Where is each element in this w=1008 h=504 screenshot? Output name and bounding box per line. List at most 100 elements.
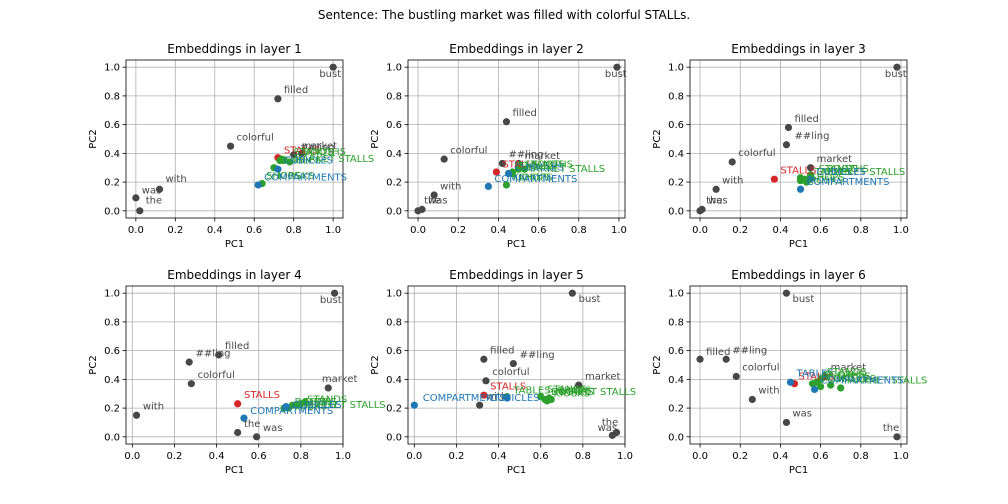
scatter-point (136, 207, 144, 215)
point-label: with (440, 181, 461, 192)
point-label: BOOTHS (304, 147, 346, 158)
y-tick-label: 0.2 (386, 404, 402, 415)
y-tick-label: 0.6 (386, 120, 402, 131)
point-label: market (817, 154, 853, 165)
x-axis-label: PC1 (789, 239, 808, 250)
scatter-point (240, 414, 248, 422)
x-tick-label: 0.6 (813, 451, 829, 462)
scatter-point (274, 95, 282, 103)
x-tick-label: 0.6 (813, 225, 829, 236)
point-label: filled (512, 108, 536, 119)
point-label: COMPARTMENTS (250, 406, 333, 417)
scatter-point (810, 385, 819, 394)
x-axis-label: PC1 (789, 465, 808, 476)
scatter-point (480, 391, 488, 399)
y-axis-label: PC2 (652, 129, 663, 148)
point-label: KIOSKS (290, 402, 327, 413)
x-tick-label: 1.0 (617, 451, 633, 462)
scatter-point (290, 151, 298, 159)
y-tick-label: 0.2 (668, 178, 684, 189)
x-tick-label: 0.4 (209, 451, 225, 462)
scatter-point (498, 159, 507, 168)
point-label: STANDS (819, 164, 859, 175)
point-label: colorful (742, 363, 779, 374)
point-label: the (706, 196, 722, 207)
y-tick-label: 0.4 (668, 375, 684, 386)
x-tick-label: 0.0 (124, 451, 140, 462)
point-label: with (165, 174, 186, 185)
point-label: CUBICLES (292, 400, 341, 411)
scatter-point (476, 401, 484, 409)
scatter-point (806, 164, 815, 172)
scatter-point (748, 395, 756, 404)
scatter-point (234, 428, 242, 437)
point-label: ##ling (508, 150, 543, 161)
scatter-point (253, 433, 261, 441)
point-label: the (424, 196, 440, 207)
point-label: CUBICLES (514, 163, 563, 174)
y-tick-label: 1.0 (386, 289, 402, 300)
point-label: STALLS (799, 371, 835, 382)
point-label: filled (284, 85, 308, 96)
x-axis-label: PC1 (225, 465, 244, 476)
y-axis-label: PC2 (370, 355, 381, 374)
point-label: MARKET STALLS (294, 154, 375, 165)
x-tick-label: 0.2 (732, 225, 748, 236)
point-label: colorful (198, 370, 235, 381)
y-tick-label: 0.4 (104, 149, 120, 160)
point-label: filled (706, 347, 730, 358)
x-tick-label: 0.4 (772, 451, 788, 462)
x-tick-label: 0.6 (533, 451, 549, 462)
point-label: market (585, 371, 621, 382)
scatter-point (613, 63, 621, 71)
scatter-point (575, 381, 583, 389)
point-label: ##ling (196, 348, 231, 359)
scatter-panel-2: 0.0 0.2 0.4 0.6 0.8 1.0 0.0 0.2 0.4 0.6 0.8 1.0 Embe… (370, 42, 627, 250)
x-tick-label: 0.6 (251, 451, 267, 462)
point-label: market (302, 141, 338, 152)
point-label: colorful (236, 132, 273, 143)
point-label: KIOSKS (807, 176, 844, 187)
y-tick-label: 0.4 (386, 375, 402, 386)
y-tick-label: 0.4 (668, 149, 684, 160)
panel-title: Embeddings in layer 3 (731, 42, 865, 56)
scatter-point (502, 118, 511, 126)
scatter-point (893, 433, 901, 441)
point-label: KIOSKS (819, 373, 856, 384)
x-tick-label: 0.4 (490, 225, 506, 236)
scatter-panel-3: 0.0 0.2 0.4 0.6 0.8 1.0 0.0 0.2 0.4 0.6 0.8 1.0 Embe… (652, 42, 909, 250)
y-tick-label: 0.2 (104, 178, 120, 189)
scatter-point (430, 191, 438, 199)
point-label: MARKET STALLS (847, 376, 928, 387)
point-label: market (525, 151, 561, 162)
axes-frame (407, 285, 626, 445)
scatter-point (234, 400, 242, 408)
scatter-point (568, 289, 576, 297)
x-tick-label: 0.0 (410, 225, 426, 236)
y-tick-label: 0.4 (386, 149, 402, 160)
scatter-point (608, 431, 616, 439)
y-tick-label: 0.0 (104, 206, 120, 217)
scatter-point (286, 158, 294, 166)
x-tick-label: 0.2 (450, 225, 466, 236)
point-label: STALLS (502, 160, 538, 171)
axes-frame (125, 59, 344, 219)
point-label: the (602, 417, 618, 428)
x-tick-label: 0.6 (531, 225, 547, 236)
point-label: bust (319, 69, 341, 80)
y-axis-label: PC2 (652, 355, 663, 374)
scatter-point (806, 175, 815, 183)
x-tick-label: 0.8 (293, 451, 309, 462)
x-tick-label: 0.2 (732, 451, 748, 462)
scatter-point (817, 382, 825, 391)
point-label: KIOSKS (553, 389, 590, 400)
point-label: STANDS (547, 384, 587, 395)
point-label: TABLES (298, 400, 336, 411)
y-tick-label: 1.0 (668, 289, 684, 300)
panel-title: Embeddings in layer 1 (167, 42, 301, 56)
scatter-point (698, 205, 706, 213)
point-label: bust (792, 294, 814, 305)
point-label: bust (605, 69, 627, 80)
x-tick-label: 1.0 (325, 225, 341, 236)
scatter-point (215, 351, 223, 359)
